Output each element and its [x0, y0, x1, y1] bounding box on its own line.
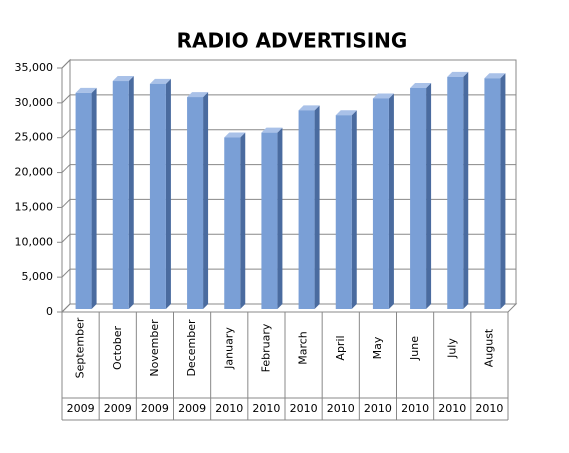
bar — [372, 98, 389, 309]
bar-side — [91, 87, 97, 309]
bar-top — [484, 73, 506, 79]
bar-side — [426, 83, 432, 310]
bar — [410, 88, 427, 310]
bar-side — [128, 76, 134, 309]
bar-side — [351, 110, 357, 310]
bar — [224, 137, 241, 309]
bar-top — [372, 93, 394, 99]
grid-line — [61, 164, 516, 173]
bar-top — [149, 78, 171, 84]
year-label: 2010 — [438, 402, 466, 415]
bar — [447, 76, 464, 309]
grid-line — [61, 198, 516, 208]
bar-side — [388, 93, 394, 309]
grid-line — [61, 94, 516, 104]
y-tick-label: 10,000 — [15, 235, 54, 248]
bar-side — [203, 92, 209, 309]
x-tick-label: June — [408, 336, 421, 361]
y-tick-label: 25,000 — [15, 131, 54, 144]
x-tick-label: September — [74, 317, 87, 378]
bar-side — [277, 127, 283, 309]
year-label: 2010 — [215, 402, 243, 415]
year-label: 2010 — [475, 402, 503, 415]
bar — [112, 81, 129, 309]
bar-top — [298, 105, 320, 111]
grid-line — [61, 129, 516, 139]
x-tick-label: March — [297, 331, 310, 365]
year-label: 2010 — [401, 402, 429, 415]
bar-top — [224, 132, 246, 138]
grid-line — [61, 268, 516, 278]
side-wall — [61, 58, 71, 314]
year-label: 2009 — [178, 402, 206, 415]
bar-side — [314, 105, 320, 309]
bar — [298, 110, 315, 309]
bar-side — [165, 78, 171, 309]
year-label: 2010 — [327, 402, 355, 415]
year-label: 2009 — [104, 402, 132, 415]
x-tick-label: November — [148, 319, 161, 377]
bar-side — [240, 132, 246, 309]
y-tick-label: 0 — [46, 305, 53, 318]
year-label: 2009 — [67, 402, 95, 415]
bar-top — [187, 92, 209, 98]
year-label: 2010 — [252, 402, 280, 415]
bar-top — [335, 110, 357, 116]
bar — [335, 115, 352, 310]
year-label: 2009 — [141, 402, 169, 415]
bar — [261, 132, 278, 309]
x-tick-label: December — [185, 319, 198, 377]
x-tick-label: July — [445, 338, 458, 359]
bar — [484, 78, 501, 309]
bar-top — [447, 71, 469, 77]
chart-title: RADIO ADVERTISING — [177, 29, 408, 53]
x-tick-label: May — [371, 336, 384, 359]
year-label: 2010 — [364, 402, 392, 415]
year-label: 2010 — [290, 402, 318, 415]
bar-top — [112, 76, 134, 82]
bar-top — [75, 87, 97, 93]
x-tick-label: October — [111, 326, 124, 370]
grid-line — [61, 303, 516, 313]
y-tick-label: 30,000 — [15, 96, 54, 109]
bar — [187, 97, 204, 309]
bar — [75, 92, 92, 309]
x-tick-label: August — [482, 328, 495, 367]
bar-top — [410, 83, 432, 89]
bar-side — [463, 71, 469, 309]
bar-side — [500, 73, 506, 309]
y-tick-label: 35,000 — [15, 61, 54, 74]
y-tick-label: 20,000 — [15, 166, 54, 179]
x-tick-label: January — [222, 327, 235, 370]
grid-line — [61, 59, 516, 69]
bar-top — [261, 127, 283, 133]
y-tick-label: 5,000 — [22, 270, 54, 283]
bar — [149, 83, 166, 309]
x-tick-label: April — [334, 335, 347, 360]
x-tick-label: February — [259, 323, 272, 372]
y-tick-label: 15,000 — [15, 200, 54, 213]
grid-line — [61, 233, 516, 243]
